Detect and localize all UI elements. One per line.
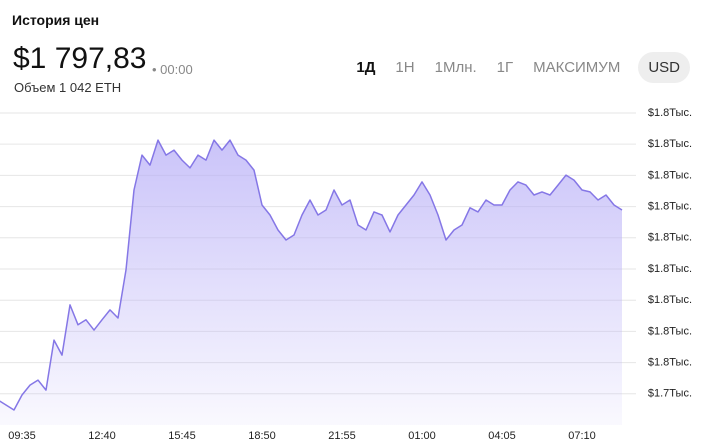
range-button[interactable]: МАКСИМУМ — [533, 59, 621, 76]
y-tick-label: $1.8Тыс. — [648, 325, 692, 337]
price: $1 797,83 — [13, 42, 147, 75]
y-tick-label: $1.8Тыс. — [648, 200, 692, 212]
title: История цен — [12, 12, 100, 28]
range-button[interactable]: 1Млн. — [434, 59, 477, 76]
range-button[interactable]: 1Г — [496, 59, 514, 76]
area-fill — [0, 140, 622, 425]
x-tick-label: 01:00 — [408, 430, 436, 440]
y-tick-label: $1.8Тыс. — [648, 169, 692, 181]
y-tick-label: $1.7Тыс. — [648, 388, 692, 400]
y-tick-label: $1.8Тыс. — [648, 107, 692, 119]
plot — [0, 139, 623, 425]
y-tick-label: $1.8Тыс. — [648, 357, 692, 369]
x-tick-label: 15:45 — [168, 430, 196, 440]
x-tick-label: 04:05 — [488, 430, 516, 440]
range-button[interactable]: USD — [638, 52, 690, 83]
x-tick-label: 07:10 — [568, 430, 596, 440]
y-tick-label: $1.8Тыс. — [648, 263, 692, 275]
price-time: • 00:00 — [152, 62, 193, 77]
price-line — [0, 139, 623, 411]
x-tick-label: 18:50 — [248, 430, 276, 440]
x-tick-label: 21:55 — [328, 430, 356, 440]
range-button[interactable]: 1Н — [395, 59, 415, 76]
y-tick-label: $1.8Тыс. — [648, 232, 692, 244]
y-tick-label: $1.8Тыс. — [648, 138, 692, 150]
range-buttons: 1Д 1Н 1Млн. 1Г МАКСИМУМ USD — [346, 52, 690, 83]
volume: Объем 1 042 ETH — [14, 80, 122, 95]
x-tick-label: 12:40 — [88, 430, 116, 440]
y-tick-label: $1.8Тыс. — [648, 294, 692, 306]
range-button[interactable]: 1Д — [356, 59, 376, 76]
x-tick-label: 09:35 — [8, 430, 36, 440]
